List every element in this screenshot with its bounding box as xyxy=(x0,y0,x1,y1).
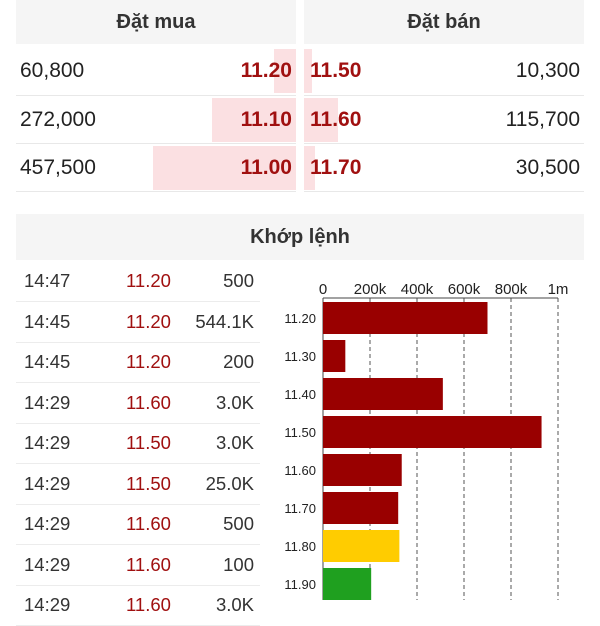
divider xyxy=(16,191,296,192)
trade-price: 11.50 xyxy=(126,473,171,494)
bid-header: Đặt mua xyxy=(16,0,296,44)
x-tick-label: 1m xyxy=(548,281,569,298)
trade-time: 14:29 xyxy=(24,513,71,534)
bid-depth-bar xyxy=(212,98,296,142)
trade-time: 14:45 xyxy=(24,311,71,332)
y-tick-label: 11.60 xyxy=(284,463,316,478)
x-tick-label: 200k xyxy=(354,281,387,298)
y-tick-label: 11.80 xyxy=(284,539,316,554)
trade-volume: 200 xyxy=(223,351,254,372)
chart-bar xyxy=(323,530,400,562)
ask-price: 11.50 xyxy=(310,59,362,82)
chart-bar xyxy=(323,378,443,410)
ask-depth-bar xyxy=(304,49,312,93)
divider xyxy=(304,143,584,144)
x-tick-label: 400k xyxy=(401,281,434,298)
bid-volume: 60,800 xyxy=(20,59,85,82)
trade-row[interactable]: 14:29 11.60 500 xyxy=(16,504,260,545)
chart-bar xyxy=(323,454,402,486)
x-tick-label: 800k xyxy=(495,281,528,298)
trade-volume: 500 xyxy=(223,270,254,291)
y-tick-label: 11.40 xyxy=(284,387,316,402)
matched-orders-title: Khớp lệnh xyxy=(16,214,584,260)
bid-price: 11.10 xyxy=(240,108,292,131)
trade-price: 11.60 xyxy=(126,513,171,534)
trade-row[interactable]: 14:29 11.60 3.0K xyxy=(16,585,260,626)
bid-depth-bar xyxy=(274,49,296,93)
trade-price: 11.60 xyxy=(126,554,171,575)
orderbook-row[interactable]: 457,500 11.00 11.70 30,500 xyxy=(0,144,600,192)
chart-bar xyxy=(323,302,488,334)
ask-header: Đặt bán xyxy=(304,0,584,44)
trade-price: 11.20 xyxy=(126,270,171,291)
orderbook-row[interactable]: 60,800 11.20 11.50 10,300 xyxy=(0,47,600,95)
trade-row[interactable]: 14:29 11.60 100 xyxy=(16,545,260,586)
ask-depth-bar xyxy=(304,98,338,142)
bid-volume: 272,000 xyxy=(20,108,96,131)
bid-depth-bar xyxy=(153,146,296,190)
ask-volume: 115,700 xyxy=(505,108,580,131)
ask-price: 11.70 xyxy=(310,156,362,179)
trade-row[interactable]: 14:45 11.20 544.1K xyxy=(16,302,260,343)
ask-volume: 30,500 xyxy=(515,156,580,179)
ask-volume: 10,300 xyxy=(515,59,580,82)
trade-price: 11.60 xyxy=(126,594,171,615)
bid-price: 11.20 xyxy=(240,59,292,82)
divider xyxy=(16,143,296,144)
price-volume-chart: 0 200k 400k 600k 800k 1m 11.20 11.30 11.40 11.50 1… xyxy=(284,281,569,600)
trade-time: 14:29 xyxy=(24,473,71,494)
y-tick-label: 11.30 xyxy=(284,349,316,364)
x-tick-label: 600k xyxy=(448,281,481,298)
trade-volume: 3.0K xyxy=(215,392,254,413)
trade-volume: 500 xyxy=(223,513,254,534)
trade-row[interactable]: 14:29 11.50 25.0K xyxy=(16,464,260,505)
ask-depth-bar xyxy=(304,146,315,190)
trade-row[interactable]: 14:29 11.50 3.0K xyxy=(16,423,260,464)
trade-time: 14:47 xyxy=(24,270,71,291)
orderbook-row[interactable]: 272,000 11.10 11.60 115,700 xyxy=(0,96,600,144)
trade-price: 11.60 xyxy=(126,392,171,413)
y-tick-label: 11.90 xyxy=(284,577,316,592)
divider xyxy=(304,95,584,96)
trade-row[interactable]: 14:45 11.20 200 xyxy=(16,342,260,383)
trade-time: 14:29 xyxy=(24,432,71,453)
trade-volume: 100 xyxy=(223,554,254,575)
chart-bar xyxy=(323,568,372,600)
y-tick-label: 11.50 xyxy=(284,425,316,440)
chart-bar xyxy=(323,340,346,372)
y-tick-label: 11.70 xyxy=(284,501,316,516)
y-tick-label: 11.20 xyxy=(284,311,316,326)
bid-price: 11.00 xyxy=(240,156,292,179)
trade-time: 14:29 xyxy=(24,554,71,575)
trade-price: 11.20 xyxy=(126,311,171,332)
bid-volume: 457,500 xyxy=(20,156,96,179)
trade-time: 14:45 xyxy=(24,351,71,372)
trade-volume: 544.1K xyxy=(195,311,254,332)
divider xyxy=(304,191,584,192)
x-tick-label: 0 xyxy=(319,281,327,298)
trade-volume: 25.0K xyxy=(205,473,254,494)
trade-price: 11.20 xyxy=(126,351,171,372)
divider xyxy=(16,95,296,96)
trade-volume: 3.0K xyxy=(215,432,254,453)
trade-row[interactable]: 14:47 11.20 500 xyxy=(16,261,260,302)
trade-price: 11.50 xyxy=(126,432,171,453)
trade-time: 14:29 xyxy=(24,594,71,615)
chart-bar xyxy=(323,416,542,448)
chart-bar xyxy=(323,492,399,524)
trade-row[interactable]: 14:29 11.60 3.0K xyxy=(16,383,260,424)
trade-time: 14:29 xyxy=(24,392,71,413)
trade-volume: 3.0K xyxy=(215,594,254,615)
ask-price: 11.60 xyxy=(310,108,362,131)
